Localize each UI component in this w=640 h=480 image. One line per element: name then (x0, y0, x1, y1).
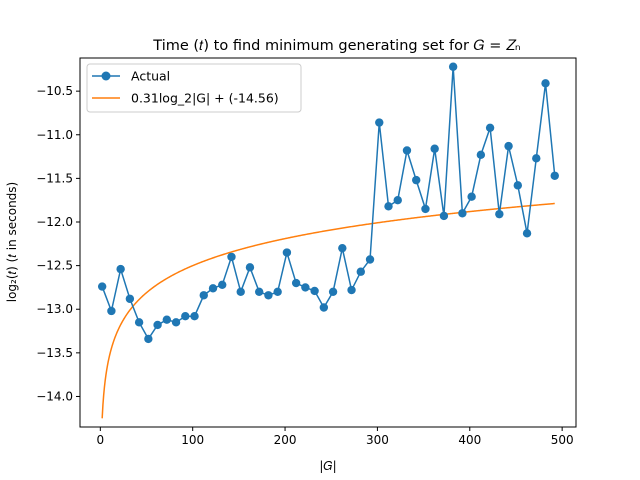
data-point (541, 79, 550, 88)
data-point (116, 264, 125, 274)
data-point (208, 284, 218, 293)
data-point (199, 291, 208, 300)
data-point (485, 123, 495, 132)
data-point (467, 192, 476, 201)
x-tick-label: 300 (366, 433, 389, 447)
y-tick-label: −13.0 (36, 302, 73, 316)
y-tick-label: −11.0 (36, 128, 73, 142)
data-point (227, 252, 236, 262)
data-point (421, 204, 430, 214)
data-point (504, 141, 513, 151)
data-point (356, 267, 365, 276)
fit-curve (101, 202, 555, 419)
plot-area (97, 62, 559, 419)
data-point (412, 175, 421, 185)
data-point (439, 211, 449, 221)
data-point (310, 286, 319, 296)
x-tick-label: 0 (96, 433, 104, 447)
data-point (190, 312, 199, 321)
data-point (264, 291, 273, 300)
data-point (171, 318, 181, 327)
y-axis: −14.0 −13.5 −13.0 −12.5 −12.0 −11.5 −11.0 −10.5 (36, 84, 80, 403)
x-axis-label: |𝐺| (319, 459, 336, 473)
data-point (218, 280, 227, 290)
y-tick-label: −14.0 (36, 389, 73, 403)
data-point (291, 278, 301, 288)
y-tick-label: −12.5 (36, 259, 73, 273)
data-point (532, 154, 541, 163)
legend-actual-marker (101, 71, 111, 81)
legend-actual-label: Actual (131, 69, 170, 84)
chart-title: Time (𝑡) to find minimum generating set … (152, 38, 521, 54)
data-point (448, 62, 458, 71)
data-point (430, 144, 439, 153)
y-axis-label: log₂(𝑡) (𝑡 in seconds) (5, 182, 19, 303)
y-tick-label: −13.5 (36, 346, 73, 360)
data-point (365, 255, 375, 264)
data-point (162, 315, 172, 324)
data-point (328, 287, 338, 296)
data-point (319, 303, 329, 312)
data-point (384, 202, 393, 211)
x-tick-label: 500 (551, 433, 574, 447)
legend-fit-label: 0.31log_2|G| + (-14.56) (131, 91, 279, 106)
data-point (375, 118, 384, 127)
y-tick-label: −10.5 (36, 84, 73, 98)
data-point (402, 146, 412, 155)
x-axis: 0 100 200 300 400 500 (96, 427, 574, 447)
data-point (338, 243, 347, 253)
data-point (236, 287, 245, 296)
data-point (153, 320, 162, 330)
data-point (393, 195, 402, 205)
data-point (273, 287, 282, 296)
y-tick-label: −12.0 (36, 215, 73, 229)
data-point (522, 229, 532, 238)
data-point (254, 287, 264, 296)
data-point (458, 209, 467, 218)
axes-frame (79, 57, 577, 428)
x-tick-label: 100 (181, 433, 204, 447)
legend-box (86, 63, 302, 113)
y-tick-label: −11.5 (36, 171, 73, 185)
data-point (125, 294, 135, 303)
data-point (97, 282, 107, 291)
data-point (495, 209, 504, 219)
data-point (513, 181, 523, 190)
legend: Actual 0.31log_2|G| + (-14.56) (86, 63, 302, 113)
data-point (301, 283, 310, 292)
data-point (550, 171, 559, 180)
data-point (245, 263, 255, 272)
x-tick-label: 400 (458, 433, 481, 447)
data-point (347, 285, 356, 295)
data-point (107, 306, 116, 316)
data-point (282, 248, 292, 257)
data-point (144, 334, 153, 344)
data-point (476, 150, 486, 160)
data-point (181, 312, 190, 321)
data-point (134, 318, 144, 327)
x-tick-label: 200 (274, 433, 297, 447)
